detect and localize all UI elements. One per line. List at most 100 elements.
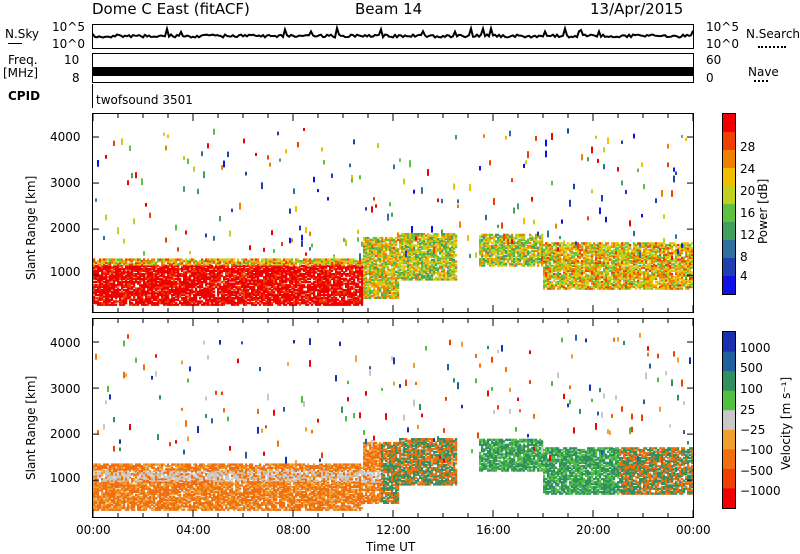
echo-cell [233, 289, 236, 292]
echo-cell [339, 263, 342, 266]
echo-cell [247, 290, 250, 293]
echo-cell [263, 292, 266, 295]
echo-cell [281, 263, 284, 266]
echo-cell [443, 236, 446, 239]
echo-cell [213, 266, 216, 269]
echo-cell [227, 266, 230, 269]
echo-cell [93, 264, 96, 268]
echo-cell [133, 272, 136, 276]
echo-cell [301, 276, 304, 279]
echo-cell [493, 236, 496, 240]
echo-cell [191, 300, 194, 303]
echo-cell [141, 287, 144, 290]
echo-cell [163, 295, 166, 298]
echo-cell [199, 301, 202, 305]
scatter-cell [327, 197, 329, 201]
echo-cell [455, 274, 458, 278]
echo-cell [273, 292, 276, 295]
echo-cell [151, 264, 154, 268]
echo-cell [99, 290, 102, 293]
echo-cell [361, 277, 364, 281]
echo-cell [251, 263, 254, 266]
echo-cell [449, 258, 452, 262]
echo-cell [99, 279, 102, 282]
echo-cell [373, 267, 376, 270]
echo-cell [263, 271, 266, 274]
echo-cell [433, 242, 436, 246]
echo-cell [367, 266, 370, 269]
echo-cell [195, 272, 198, 276]
echo-cell [353, 295, 356, 298]
echo-cell [385, 241, 388, 245]
echo-cell [289, 274, 292, 277]
echo-cell [281, 260, 284, 263]
echo-cell [211, 279, 214, 282]
scatter-cell [391, 212, 393, 217]
echo-cell [303, 292, 306, 295]
echo-cell [257, 282, 260, 285]
echo-cell [321, 266, 324, 269]
echo-cell [289, 298, 292, 301]
echo-cell [139, 264, 142, 268]
echo-cell [445, 236, 448, 239]
echo-cell [441, 273, 444, 276]
echo-cell [371, 282, 374, 285]
echo-cell [503, 257, 506, 261]
echo-cell [425, 274, 428, 278]
echo-cell [395, 270, 398, 274]
echo-cell [351, 285, 354, 289]
echo-cell [227, 277, 230, 281]
echo-cell [271, 282, 274, 285]
echo-cell [285, 258, 288, 261]
echo-cell [359, 280, 362, 284]
echo-cell [211, 289, 214, 292]
echo-cell [253, 280, 256, 284]
echo-cell [327, 261, 330, 264]
echo-cell [135, 287, 138, 290]
echo-cell [131, 285, 134, 289]
echo-cell [225, 285, 228, 289]
echo-cell [283, 290, 286, 293]
echo-cell [175, 282, 178, 285]
echo-cell [413, 266, 416, 270]
echo-cell [105, 292, 108, 295]
echo-cell [181, 293, 184, 297]
echo-cell [339, 303, 342, 306]
echo-cell [195, 303, 198, 306]
echo-cell [147, 298, 150, 301]
echo-cell [425, 252, 428, 255]
echo-cell [267, 290, 270, 293]
echo-cell [495, 251, 498, 254]
echo-cell [385, 256, 388, 259]
echo-cell [253, 289, 256, 292]
echo-cell [143, 266, 146, 269]
echo-cell [207, 292, 210, 295]
echo-cell [177, 276, 180, 279]
echo-cell [293, 268, 296, 271]
echo-cell [363, 254, 366, 258]
echo-cell [491, 259, 494, 262]
echo-cell [357, 284, 360, 287]
echo-cell [307, 284, 310, 287]
echo-cell [323, 260, 326, 263]
echo-cell [115, 266, 118, 269]
echo-cell [297, 301, 300, 305]
echo-cell [211, 285, 214, 289]
echo-cell [101, 264, 104, 268]
echo-cell [373, 277, 376, 280]
echo-cell [371, 245, 374, 248]
scatter-cell [317, 189, 319, 193]
echo-cell [373, 275, 376, 278]
echo-cell [173, 277, 176, 281]
echo-cell [481, 259, 484, 262]
echo-cell [379, 296, 382, 299]
echo-cell [205, 289, 208, 292]
echo-cell [369, 243, 372, 246]
echo-cell [341, 297, 344, 300]
echo-cell [399, 265, 402, 268]
echo-cell [251, 293, 254, 297]
power-panel [92, 113, 694, 313]
echo-cell [443, 252, 446, 255]
echo-cell [103, 287, 106, 290]
echo-cell [425, 271, 428, 275]
